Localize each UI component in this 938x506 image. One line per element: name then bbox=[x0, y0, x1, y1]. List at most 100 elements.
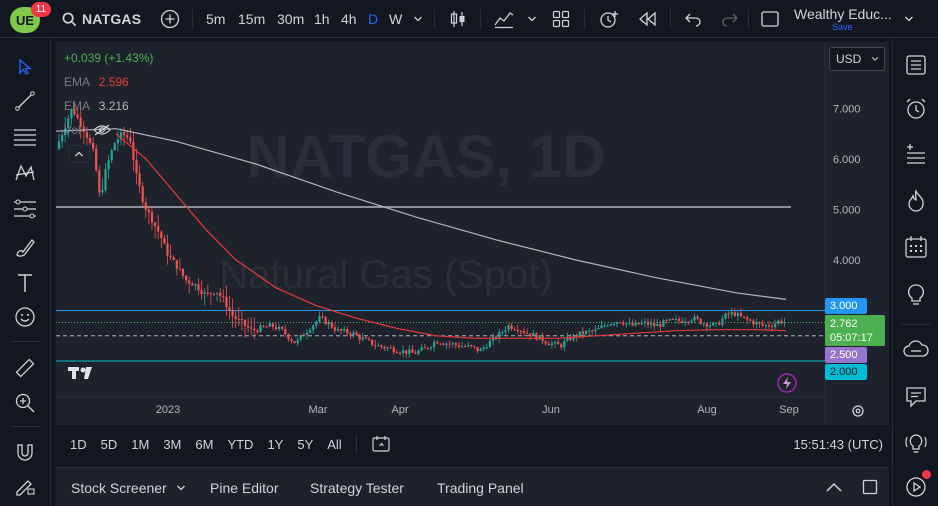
help-button[interactable] bbox=[902, 429, 930, 457]
ema-legend-2[interactable]: EMA 3.216 bbox=[64, 99, 129, 113]
period-5d[interactable]: 5D bbox=[100, 436, 118, 452]
maximize-panel-icon[interactable] bbox=[862, 479, 878, 495]
trend-line-tool[interactable] bbox=[11, 87, 39, 115]
fullscreen-button[interactable] bbox=[760, 0, 780, 38]
layout-button[interactable] bbox=[552, 0, 570, 38]
chart-pane[interactable]: NATGAS, 1D Natural Gas (Spot) 7.000 6.000… bbox=[56, 42, 889, 425]
compare-symbol-button[interactable] bbox=[160, 0, 180, 38]
notification-badge: 11 bbox=[31, 2, 51, 17]
period-1d[interactable]: 1D bbox=[70, 436, 87, 452]
eye-hidden-icon[interactable] bbox=[92, 124, 111, 136]
pattern-tool[interactable] bbox=[11, 159, 39, 187]
zoom-tool[interactable] bbox=[11, 389, 39, 417]
date-range-icon[interactable] bbox=[371, 435, 391, 453]
alert-button[interactable] bbox=[598, 0, 620, 38]
period-6m[interactable]: 6M bbox=[195, 436, 214, 452]
candle-body bbox=[467, 344, 470, 347]
candle-body bbox=[336, 328, 340, 331]
chevron-up-icon[interactable] bbox=[825, 481, 843, 493]
live-stream-button[interactable] bbox=[902, 473, 930, 501]
layout-dropdown[interactable] bbox=[904, 0, 914, 38]
interval-5m[interactable]: 5m bbox=[206, 11, 226, 27]
candle-body bbox=[392, 347, 395, 353]
cursor-tool[interactable] bbox=[11, 53, 39, 81]
replay-button[interactable] bbox=[638, 0, 658, 38]
text-tool[interactable] bbox=[11, 269, 39, 297]
candle-body bbox=[398, 352, 402, 354]
emoji-tool[interactable] bbox=[11, 303, 39, 331]
interval-4h[interactable]: 4h bbox=[341, 11, 357, 27]
fib-tool[interactable] bbox=[11, 123, 39, 151]
period-all[interactable]: All bbox=[327, 436, 342, 452]
layout-name-button[interactable]: Wealthy Educ... Save bbox=[794, 0, 892, 38]
interval-d[interactable]: D bbox=[368, 11, 379, 27]
candle-body bbox=[237, 318, 240, 320]
ema-legend-1[interactable]: EMA 2.596 bbox=[64, 75, 129, 89]
indicators-button[interactable] bbox=[493, 0, 515, 38]
tab-pine-editor[interactable]: Pine Editor bbox=[210, 480, 279, 496]
period-5y[interactable]: 5Y bbox=[297, 436, 314, 452]
data-window-button[interactable] bbox=[902, 141, 930, 169]
candle-body bbox=[702, 323, 705, 325]
chart-settings-icon[interactable] bbox=[852, 405, 864, 417]
candle-body bbox=[513, 329, 516, 331]
tab-trading-panel[interactable]: Trading Panel bbox=[437, 480, 524, 496]
tradingview-logo[interactable] bbox=[68, 367, 92, 379]
chart-type-button[interactable] bbox=[448, 0, 468, 38]
undo-button[interactable] bbox=[684, 0, 702, 38]
utc-clock[interactable]: 15:51:43 (UTC) bbox=[793, 436, 883, 452]
interval-w[interactable]: W bbox=[389, 11, 403, 27]
alerts-button[interactable] bbox=[902, 95, 930, 123]
calendar-button[interactable] bbox=[902, 233, 930, 261]
ideas-button[interactable] bbox=[902, 281, 930, 309]
interval-dropdown[interactable] bbox=[413, 0, 423, 38]
indicators-dropdown[interactable] bbox=[527, 0, 537, 38]
prediction-tool[interactable] bbox=[11, 195, 39, 223]
candle-body bbox=[619, 322, 622, 324]
candle-body bbox=[231, 310, 234, 317]
candle-body bbox=[718, 322, 721, 325]
candle-body bbox=[234, 316, 237, 319]
rewind-icon bbox=[639, 11, 656, 27]
candle-body bbox=[85, 131, 88, 138]
lightning-icon[interactable] bbox=[777, 373, 797, 393]
period-1m[interactable]: 1M bbox=[131, 436, 150, 452]
ema-fast-value: 2.596 bbox=[98, 75, 129, 89]
ruler-tool[interactable] bbox=[11, 354, 39, 382]
list-plus-icon bbox=[907, 144, 925, 164]
zoom-in-icon bbox=[15, 393, 35, 413]
indicators-icon bbox=[494, 12, 514, 29]
period-1y[interactable]: 1Y bbox=[267, 436, 284, 452]
brush-tool[interactable] bbox=[11, 233, 39, 261]
candle-body bbox=[346, 329, 349, 334]
candle-body bbox=[383, 346, 386, 349]
messages-button[interactable] bbox=[902, 383, 930, 411]
plus-circle-icon bbox=[160, 9, 180, 29]
chevron-down-icon[interactable] bbox=[176, 483, 186, 493]
candle-body bbox=[485, 347, 488, 349]
price-chart[interactable]: NATGAS, 1D Natural Gas (Spot) 7.000 6.000… bbox=[56, 42, 889, 425]
tab-stock-screener[interactable]: Stock Screener bbox=[71, 480, 167, 496]
period-3m[interactable]: 3M bbox=[163, 436, 182, 452]
currency-selector[interactable]: USD bbox=[829, 47, 885, 71]
interval-1h[interactable]: 1h bbox=[314, 11, 330, 27]
collapse-legend-button[interactable] bbox=[68, 145, 90, 163]
watchlist-button[interactable] bbox=[902, 51, 930, 79]
tab-strategy-tester[interactable]: Strategy Tester bbox=[310, 480, 404, 496]
symbol-search[interactable]: NATGAS bbox=[62, 0, 141, 38]
candle-body bbox=[355, 332, 358, 336]
period-ytd[interactable]: YTD bbox=[227, 436, 254, 452]
lock-drawings-tool[interactable] bbox=[11, 472, 39, 500]
candle-body bbox=[268, 323, 271, 327]
hotlists-button[interactable] bbox=[902, 187, 930, 215]
current-price-label: 2.762 05:07:17 bbox=[825, 315, 885, 346]
candle-body bbox=[482, 347, 485, 349]
chats-button[interactable] bbox=[902, 336, 930, 364]
volume-legend[interactable]: Vol bbox=[64, 123, 111, 137]
candle-body bbox=[135, 160, 138, 174]
magnet-tool[interactable] bbox=[11, 438, 39, 466]
interval-30m[interactable]: 30m bbox=[277, 11, 305, 27]
magnet-icon bbox=[17, 444, 33, 461]
interval-15m[interactable]: 15m bbox=[238, 11, 266, 27]
redo-button[interactable] bbox=[721, 0, 739, 38]
